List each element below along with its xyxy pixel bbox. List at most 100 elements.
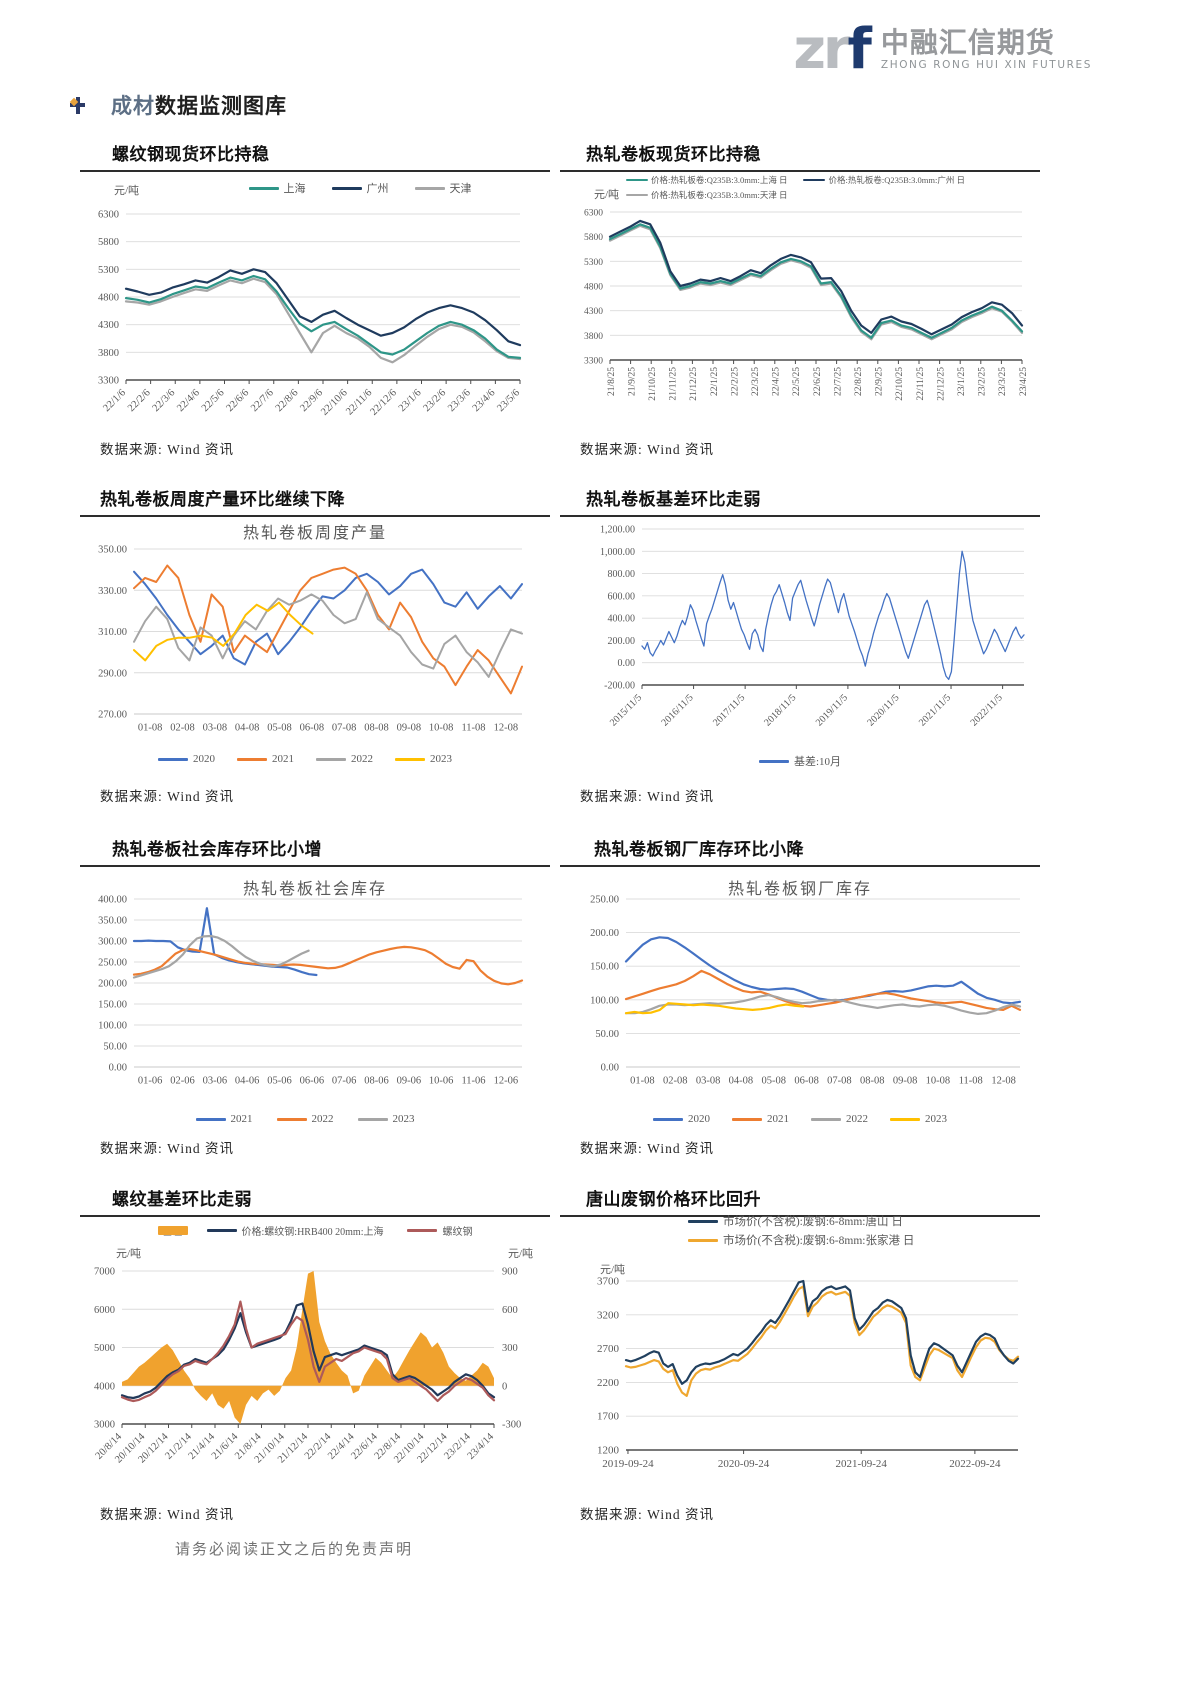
x-tick-label: 23/1/25	[957, 367, 967, 396]
legend-item: 2022	[811, 1113, 868, 1125]
rebar-basis-line-chart: 700060005000400030009006003000-30020/8/1…	[94, 1267, 522, 1466]
y-tick-label: 290.00	[98, 668, 127, 679]
y-tick-label: -200.00	[604, 681, 635, 692]
legend-marker	[407, 1229, 438, 1232]
x-tick-label: 04-06	[235, 1076, 260, 1087]
y-tick-label: 4000	[94, 1381, 115, 1392]
y-tick-label: 1700	[597, 1411, 620, 1423]
legend-marker	[395, 757, 425, 761]
y-tick-label: 6300	[98, 210, 119, 221]
series-2022	[132, 945, 524, 986]
legend-label: 2021	[230, 1113, 253, 1125]
y-tick-label: 200.00	[590, 928, 619, 939]
legend-item: 价格:热轧板卷:Q235B:3.0mm:天津 日	[626, 189, 787, 201]
heading-rule	[560, 170, 1040, 172]
y-tick-label: 310.00	[98, 627, 127, 638]
x-tick-label: 22/2/25	[730, 367, 740, 396]
y-tick-label: 100.00	[590, 995, 619, 1006]
y2-tick-label: 0	[502, 1381, 507, 1392]
y-tick-label: 3800	[98, 348, 119, 359]
y-tick-label: 330.00	[98, 586, 127, 597]
legend-item: 2023	[395, 753, 452, 765]
x-tick-label: 23/4/14	[466, 1431, 497, 1462]
y-tick-label: 800.00	[608, 569, 636, 580]
y-tick-label: 270.00	[98, 710, 127, 721]
page-title-rest: 数据监测图库	[155, 94, 287, 118]
series-价格:螺纹钢:HRB400 20mm:上海	[120, 1302, 496, 1400]
hrc-social-inventory-line-chart: 400.00 350.00 300.00 250.00 200.00 150.00 100.…	[98, 895, 524, 1087]
legend-label: 2021	[767, 1113, 789, 1125]
series-2021	[132, 907, 318, 977]
x-tick-label: 2015/11/5	[608, 692, 644, 728]
x-tick-label: 12-06	[494, 1076, 519, 1087]
legend-marker	[626, 178, 648, 182]
section-header: 成材数据监测图库	[69, 90, 287, 120]
legend-label: 2022	[351, 753, 373, 765]
legend-marker	[276, 1117, 307, 1121]
legend-label: 2023	[430, 753, 452, 765]
y-tick-label: 5000	[94, 1343, 115, 1354]
legend-item: 2022	[276, 1113, 334, 1125]
section-heading: 螺纹基差环比走弱	[112, 1190, 252, 1209]
y-tick-label: 3300	[584, 357, 603, 367]
y-tick-label: 50.00	[103, 1042, 127, 1053]
series-天津	[124, 277, 522, 364]
legend-label: 价格:热轧板卷:Q235B:3.0mm:上海 日	[651, 175, 788, 185]
y-tick-label: 6000	[94, 1305, 115, 1316]
section-hrc-mill-inventory: 热轧卷板钢厂库存环比小降 热轧卷板钢厂库存 250.00 200.00 150.00…	[560, 835, 1040, 1165]
x-tick-label: 03-06	[203, 1076, 228, 1087]
legend-item: 螺纹钢	[407, 1223, 472, 1238]
chart-legend: 基差:10月	[560, 753, 1040, 769]
legend-item: 天津	[414, 180, 472, 196]
x-tick-label: 07-08	[332, 723, 357, 734]
y-axis-unit: 元/吨	[114, 185, 140, 197]
chart-legend: 价格:热轧板卷:Q235B:3.0mm:上海 日价格:热轧板卷:Q235B:3.…	[626, 174, 1034, 201]
data-source: 数据来源: Wind 资讯	[580, 1141, 714, 1156]
y-tick-label: 50.00	[595, 1029, 619, 1040]
series-2023	[132, 934, 310, 979]
data-source: 数据来源: Wind 资讯	[100, 789, 234, 804]
company-logo: zrf 中融汇信期货 ZHONG RONG HUI XIN FUTURES	[793, 22, 1092, 78]
page-title: 成材数据监测图库	[111, 90, 287, 120]
x-tick-label: 22/11/25	[916, 367, 926, 401]
logo-wordmark: 中融汇信期货 ZHONG RONG HUI XIN FUTURES	[881, 24, 1092, 72]
section-hrc-social-inventory: 热轧卷板社会库存环比小增 热轧卷板社会库存 400.00 350.00 300.00…	[80, 835, 550, 1165]
chart-legend: 2021 2022 2023	[80, 1113, 530, 1125]
x-tick-label: 2019-09-24	[602, 1458, 654, 1470]
legend-label: 市场价(不含税):废钢:6-8mm:唐山 日	[723, 1216, 903, 1228]
logo-zr-text: zr	[793, 17, 850, 82]
legend-item: 广州	[331, 180, 389, 196]
x-tick-label: 22/5/6	[200, 387, 227, 414]
x-tick-label: 21/9/25	[627, 367, 637, 396]
legend-label: 基差:10月	[793, 756, 842, 768]
legend-marker	[626, 193, 648, 197]
series-市场价(不含税):废钢:6-8mm:张家港 日	[624, 1285, 1020, 1397]
series-2023	[133, 601, 314, 662]
y-tick-label: 100.00	[98, 1021, 127, 1032]
x-tick-label: 22/4/6	[175, 387, 202, 414]
x-tick-label: 2020-09-24	[718, 1458, 770, 1470]
y-tick-label: 400.00	[608, 614, 636, 625]
y-tick-label: 600.00	[608, 591, 636, 602]
x-tick-label: 23/2/25	[978, 367, 988, 396]
legend-marker	[331, 186, 362, 190]
chart-legend: 基差 价格:螺纹钢:HRB400 20mm:上海 螺纹钢	[80, 1223, 550, 1238]
legend-label: 价格:螺纹钢:HRB400 20mm:上海	[241, 1227, 384, 1238]
section-rebar-spot: 螺纹钢现货环比持稳 元/吨 上海 广州 天津 6300 5800 5300 4800 430…	[80, 140, 550, 480]
legend-marker	[688, 1238, 718, 1242]
y-tick-label: 5300	[584, 258, 603, 268]
legend-item: 市场价(不含税):废钢:6-8mm:唐山 日	[688, 1213, 903, 1229]
series-广州	[124, 268, 522, 347]
chart-title: 热轧卷板社会库存	[242, 881, 387, 898]
heading-rule	[560, 1215, 1040, 1217]
legend-marker	[811, 1117, 841, 1121]
x-tick-label: 23/4/25	[1019, 367, 1029, 396]
x-tick-label: 03-08	[696, 1076, 721, 1087]
y-tick-label: 4300	[98, 320, 119, 331]
y-tick-label: 200.00	[608, 636, 636, 647]
series-2023	[624, 1002, 805, 1015]
x-tick-label: 23/3/6	[446, 387, 473, 414]
hrc-basis-line-chart: 1,200.00 1,000.00 800.00 600.00 400.00 200.00…	[600, 525, 1025, 729]
x-tick-label: 22/8/6	[274, 387, 301, 414]
